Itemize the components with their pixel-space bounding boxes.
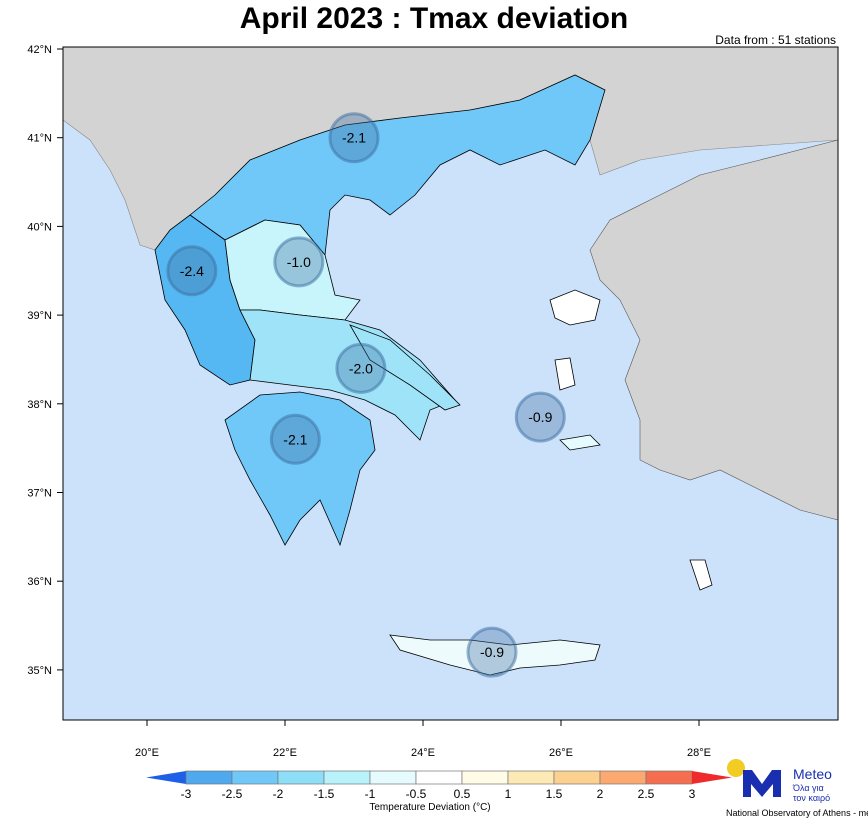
lat-tick-label: 35°N (27, 665, 52, 677)
lon-tick-label: 26°E (549, 747, 573, 759)
station-circle (466, 626, 518, 678)
colorbar-tick: -2 (273, 787, 284, 801)
colorbar-tick: -2.5 (222, 787, 243, 801)
station-marker: -1.0 (273, 236, 325, 288)
station-value: -2.0 (349, 360, 373, 376)
colorbar-tick: 1.5 (546, 787, 563, 801)
colorbar-arrow-low (146, 771, 186, 784)
station-value: -2.4 (180, 263, 204, 279)
lat-tick-label: 42°N (27, 44, 52, 56)
island-lesvos (549, 289, 601, 326)
colorbar-tick: 2.5 (638, 787, 655, 801)
station-circle (269, 413, 321, 465)
region-central-greece (239, 309, 456, 441)
station-marker: -0.9 (466, 626, 518, 678)
lon-tick-label: 24°E (411, 747, 435, 759)
source-note: Data from : 51 stations (715, 33, 836, 47)
map-title: April 2023 : Tmax deviation (239, 2, 629, 35)
island-chios (554, 357, 576, 391)
station-marker: -2.0 (335, 342, 387, 394)
island-evia (349, 324, 461, 411)
colorbar-tick: -1.5 (314, 787, 335, 801)
axis-ticks: 20°E 22°E 24°E 26°E 28°E 42°N 41°N 40°N 39°N 38°N… (27, 44, 839, 759)
colorbar-tick: 3 (689, 787, 696, 801)
region-macedonia-thrace (189, 74, 606, 256)
credit-text: National Observatory of Athens - meteo.g… (726, 808, 868, 818)
station-value: -1.0 (287, 254, 311, 270)
station-value: -0.9 (528, 409, 552, 425)
region-thessaly (224, 219, 361, 321)
station-circle (514, 391, 566, 443)
lon-tick-label: 20°E (135, 747, 159, 759)
station-circle (273, 236, 325, 288)
station-markers: -2.1 -2.4 -1.0 -2.0 -2.1 -0.9 -0.9 (166, 112, 566, 678)
land-turkey (589, 139, 839, 521)
lat-tick-label: 37°N (27, 488, 52, 500)
colorbar-label: Temperature Deviation (°C) (369, 802, 491, 813)
lat-tick-label: 36°N (27, 576, 52, 588)
lon-tick-label: 22°E (273, 747, 297, 759)
station-circle (166, 245, 218, 297)
island-rhodes (689, 559, 713, 591)
lat-tick-label: 40°N (27, 221, 52, 233)
colorbar-tick: -1 (365, 787, 376, 801)
station-value: -2.1 (283, 431, 307, 447)
station-circle (328, 112, 380, 164)
station-circle (335, 342, 387, 394)
logo-tagline: Όλα για τον καιρό (793, 783, 831, 803)
colorbar-tick: -3 (181, 787, 192, 801)
colorbar-arrow-high (692, 771, 732, 784)
lat-tick-label: 39°N (27, 310, 52, 322)
station-marker: -0.9 (514, 391, 566, 443)
colorbar-tick: -0.5 (406, 787, 427, 801)
colorbar-tick: 0.5 (454, 787, 471, 801)
station-marker: -2.4 (166, 245, 218, 297)
station-marker: -2.1 (328, 112, 380, 164)
logo-name: Meteo (793, 766, 832, 782)
colorbar-tick: 2 (597, 787, 604, 801)
island-ikaria-samos (559, 434, 601, 451)
logo-m-icon (743, 770, 781, 797)
station-value: -0.9 (480, 644, 504, 660)
logo-sun-icon (727, 759, 745, 777)
lon-tick-label: 28°E (687, 747, 711, 759)
colorbar-tick: 1 (505, 787, 512, 801)
colorbar: -3 -2.5 -2 -1.5 -1 -0.5 0.5 1 1.5 2 2.5 3 (146, 770, 732, 801)
region-peloponnese (224, 391, 376, 547)
lat-tick-label: 41°N (27, 133, 52, 145)
station-value: -2.1 (342, 130, 366, 146)
station-marker: -2.1 (269, 413, 321, 465)
lat-tick-label: 38°N (27, 399, 52, 411)
